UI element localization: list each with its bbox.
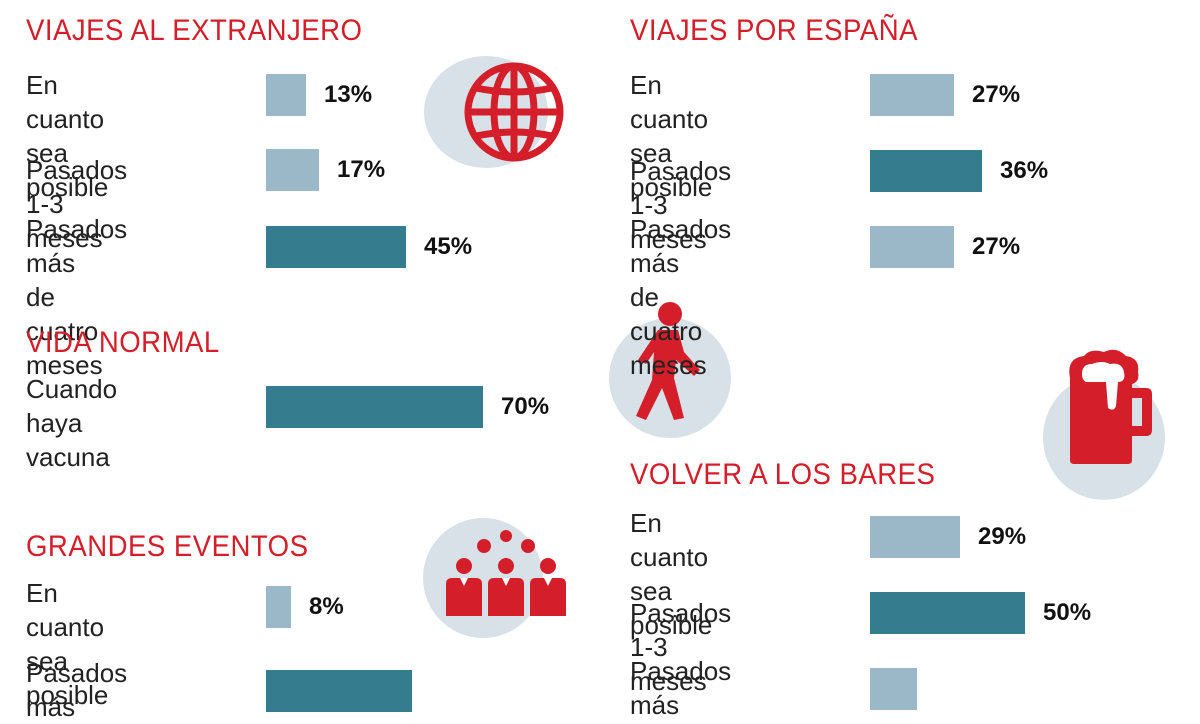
globe-icon — [464, 62, 564, 162]
bar-value-label: 13% — [324, 81, 373, 108]
bar — [266, 226, 406, 268]
crowd-icon — [446, 530, 566, 616]
chart-title: VOLVER A LOS BARES — [630, 458, 936, 491]
bar — [870, 516, 960, 558]
chart-title: VIDA NORMAL — [26, 326, 220, 359]
bar-label: Pasados 1-3 meses — [630, 156, 732, 254]
bar-value-label: 29% — [978, 523, 1027, 550]
bar-label: Pasados más de cuatro meses — [630, 214, 732, 380]
chart-title: VIAJES POR ESPAÑA — [630, 14, 919, 47]
chart-title: VIAJES AL EXTRANJERO — [26, 14, 363, 47]
bar-value-label: 36% — [1000, 157, 1049, 184]
bar-value-label: 50% — [1043, 599, 1092, 626]
bar-label: Pasados más — [630, 656, 732, 720]
bar — [870, 74, 954, 116]
crowd-icon-bg — [423, 518, 543, 638]
walking-person-icon — [636, 302, 700, 420]
bar-label: En cuanto sea posible — [630, 70, 713, 202]
bar-value-label: 8% — [309, 593, 344, 620]
bar — [266, 149, 319, 191]
bar-value-label: 70% — [501, 393, 550, 420]
beer-mug-icon — [1069, 349, 1152, 464]
bar — [266, 386, 483, 428]
bar-value-label: 17% — [337, 156, 386, 183]
bar-value-label: 27% — [972, 233, 1021, 260]
bar — [266, 670, 412, 712]
bar — [266, 586, 291, 628]
chart-title: GRANDES EVENTOS — [26, 530, 309, 563]
bar — [870, 592, 1025, 634]
bar-label: Pasados más — [26, 658, 128, 722]
bar-label: En cuanto sea posible — [630, 508, 713, 640]
bar-label: Pasados 1-3 meses — [26, 155, 128, 253]
bar — [870, 668, 917, 710]
bar-value-label: 45% — [424, 233, 473, 260]
bar-value-label: 27% — [972, 81, 1021, 108]
bar-label: Cuando haya vacuna — [26, 374, 118, 472]
bar — [870, 150, 982, 192]
bar-label: Pasados más de cuatro meses — [26, 214, 128, 380]
bar — [266, 74, 306, 116]
bar — [870, 226, 954, 268]
bar-label: En cuanto sea posible — [26, 70, 109, 202]
